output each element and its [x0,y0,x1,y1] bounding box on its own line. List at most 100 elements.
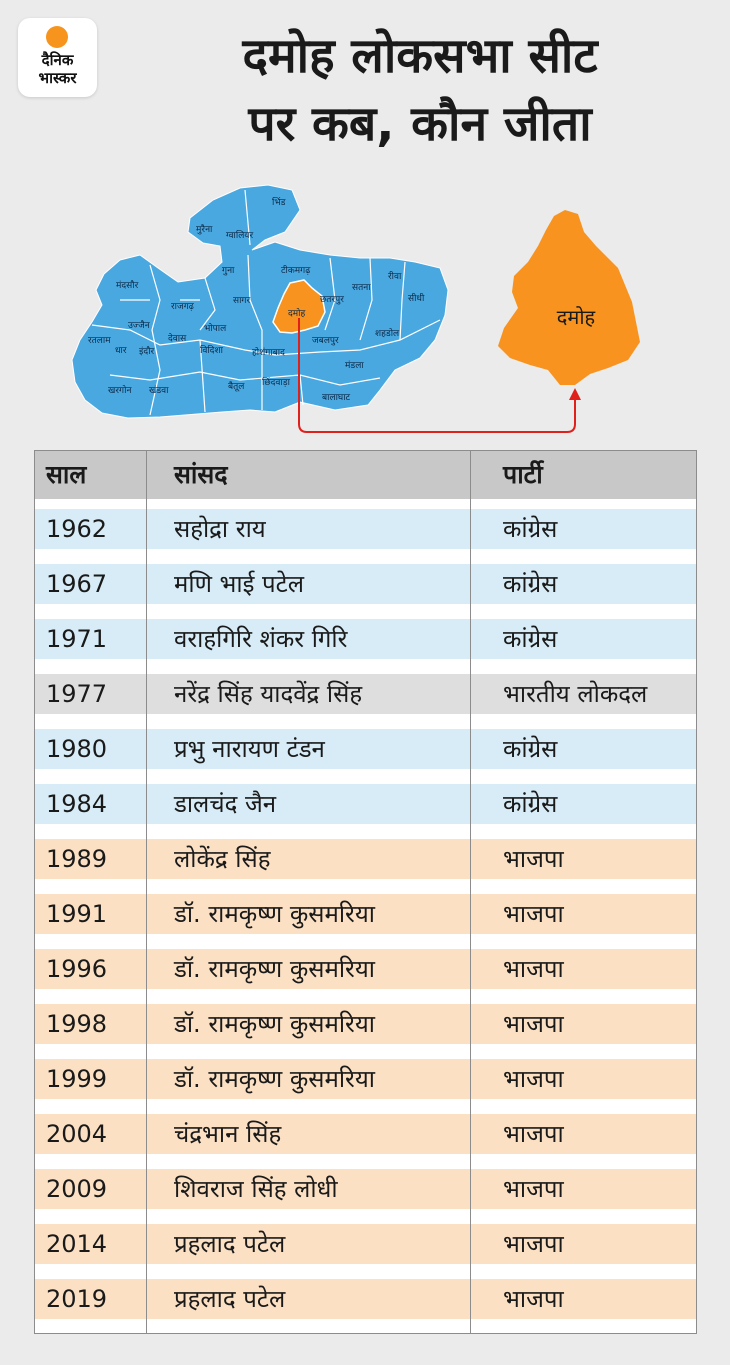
district-label: देवास [168,332,187,344]
table-row: 1977 नरेंद्र सिंह यादवेंद्र सिंह भारतीय लो… [35,664,696,719]
row-band [35,784,696,824]
damoh-callout-label: दमोह [557,305,596,329]
table-body: 1962 सहोद्रा राय कांग्रेस 1967 मणि भाई पटेल क… [35,499,696,1324]
cell-year: 1971 [46,625,108,653]
district-label: मंदसौर [116,279,139,291]
callout-arrow [298,318,576,433]
cell-mp: डालचंद जैन [174,790,277,818]
row-band [35,1004,696,1044]
district-label: छतरपुर [320,295,344,305]
cell-mp: लोकेंद्र सिंह [174,845,271,873]
district-label: खरगोन [108,384,132,396]
title-line-1: दमोह लोकसभा सीट [242,28,598,84]
district-label: बालाघाट [322,393,351,403]
cell-party: भाजपा [503,900,564,928]
table-row: 1998 डॉ. रामकृष्ण कुसमरिया भाजपा [35,994,696,1049]
cell-year: 1998 [46,1010,108,1038]
cell-mp: मणि भाई पटेल [174,570,305,598]
cell-mp: डॉ. रामकृष्ण कुसमरिया [174,1065,376,1093]
election-results-table: साल सांसद पार्टी 1962 सहोद्रा राय कांग्रेस… [34,450,697,1334]
table-row: 1999 डॉ. रामकृष्ण कुसमरिया भाजपा [35,1049,696,1104]
district-label: टीकमगढ़ [281,264,311,276]
cell-party: कांग्रेस [503,515,558,543]
title-line-2: पर कब, कौन जीता [248,96,592,152]
cell-party: कांग्रेस [503,570,558,598]
cell-year: 1980 [46,735,108,763]
column-divider [470,451,471,1333]
cell-mp: डॉ. रामकृष्ण कुसमरिया [174,900,376,928]
header-year: साल [46,460,87,489]
header-mp: सांसद [174,460,228,489]
column-divider [146,451,147,1333]
district-labels: भिंड मुरैना ग्वालियर गुना टीकमगढ़ रीवा म… [88,196,425,403]
district-label: सतना [352,283,371,293]
district-label: रीवा [388,270,402,282]
district-label: सीधी [408,292,425,304]
district-label: धार [115,346,127,356]
cell-mp: वराहगिरि शंकर गिरि [174,625,348,653]
cell-mp: शिवराज सिंह लोधी [174,1175,338,1203]
row-band [35,674,696,714]
row-band [35,949,696,989]
table-row: 1991 डॉ. रामकृष्ण कुसमरिया भाजपा [35,884,696,939]
table-header: साल सांसद पार्टी [35,451,696,499]
cell-party: भाजपा [503,1120,564,1148]
cell-year: 1991 [46,900,108,928]
table-row: 1967 मणि भाई पटेल कांग्रेस [35,554,696,609]
cell-mp: प्रभु नारायण टंडन [174,735,325,763]
arrow-head-icon [569,388,581,400]
district-label: राजगढ़ [171,302,195,312]
cell-year: 1999 [46,1065,108,1093]
cell-mp: प्रहलाद पटेल [174,1285,286,1313]
district-label: दमोह [288,307,305,319]
row-band [35,1169,696,1209]
cell-party: भाजपा [503,1230,564,1258]
district-label: गुना [222,266,235,276]
cell-year: 2004 [46,1120,108,1148]
cell-mp: डॉ. रामकृष्ण कुसमरिया [174,1010,376,1038]
row-band [35,894,696,934]
cell-year: 1967 [46,570,108,598]
table-row: 1980 प्रभु नारायण टंडन कांग्रेस [35,719,696,774]
table-row: 2014 प्रहलाद पटेल भाजपा [35,1214,696,1269]
district-label: रतलाम [88,336,111,346]
cell-year: 1977 [46,680,108,708]
cell-mp: नरेंद्र सिंह यादवेंद्र सिंह [174,680,363,708]
row-band [35,619,696,659]
table-row: 1984 डालचंद जैन कांग्रेस [35,774,696,829]
table-row: 2009 शिवराज सिंह लोधी भाजपा [35,1159,696,1214]
row-band [35,509,696,549]
row-band [35,1224,696,1264]
district-label: सागर [233,296,250,306]
district-label: मुरैना [196,223,213,235]
district-label: खंडवा [149,385,169,396]
cell-mp: सहोद्रा राय [174,515,266,543]
cell-party: भाजपा [503,1010,564,1038]
cell-year: 1962 [46,515,108,543]
cell-year: 1984 [46,790,108,818]
district-label: होशंगाबाद [252,346,285,358]
district-label: भिंड [272,196,286,208]
table-row: 1996 डॉ. रामकृष्ण कुसमरिया भाजपा [35,939,696,994]
cell-mp: चंद्रभान सिंह [174,1120,282,1148]
cell-mp: प्रहलाद पटेल [174,1230,286,1258]
district-label: बैतूल [228,380,245,392]
row-band [35,1279,696,1319]
sun-logo-icon [46,26,68,48]
district-label: विदिशा [200,344,224,356]
cell-year: 1989 [46,845,108,873]
cell-year: 2009 [46,1175,108,1203]
district-label: शहडोल [375,327,400,339]
row-band [35,729,696,769]
district-label: भोपाल [204,322,227,334]
table-row: 2019 प्रहलाद पटेल भाजपा [35,1269,696,1324]
cell-party: कांग्रेस [503,790,558,818]
table-row: 1962 सहोद्रा राय कांग्रेस [35,499,696,554]
cell-mp: डॉ. रामकृष्ण कुसमरिया [174,955,376,983]
damoh-district [272,279,326,334]
table-row: 1971 वराहगिरि शंकर गिरि कांग्रेस [35,609,696,664]
logo-text-line2: भास्कर [38,69,77,87]
cell-party: भाजपा [503,845,564,873]
dainik-bhaskar-logo: दैनिक भास्कर [18,18,97,97]
cell-party: भारतीय लोकदल [503,680,648,708]
